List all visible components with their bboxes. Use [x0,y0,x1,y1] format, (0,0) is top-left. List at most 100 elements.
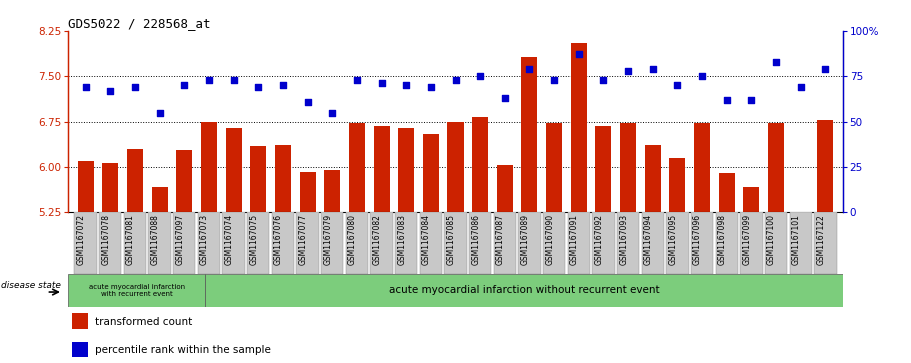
Text: GSM1167087: GSM1167087 [496,214,505,265]
Bar [151,187,168,363]
Text: GSM1167099: GSM1167099 [742,214,752,265]
FancyBboxPatch shape [148,212,170,274]
Bar [201,122,217,363]
Bar [447,122,464,363]
FancyBboxPatch shape [395,212,417,274]
FancyBboxPatch shape [321,212,343,274]
Text: GSM1167076: GSM1167076 [274,214,283,265]
Point [301,99,315,105]
Text: GSM1167092: GSM1167092 [595,214,603,265]
Text: GSM1167090: GSM1167090 [545,214,554,265]
Text: GSM1167080: GSM1167080 [348,214,357,265]
Bar [817,120,834,363]
Text: GSM1167078: GSM1167078 [101,214,110,265]
Point [128,84,142,90]
FancyBboxPatch shape [617,212,640,274]
Point [152,110,167,115]
Point [793,84,808,90]
Text: GSM1167096: GSM1167096 [693,214,702,265]
Point [596,77,610,83]
FancyBboxPatch shape [568,212,590,274]
Point [350,77,364,83]
Text: GSM1167086: GSM1167086 [471,214,480,265]
Point [620,68,635,74]
Text: GSM1167091: GSM1167091 [569,214,578,265]
FancyBboxPatch shape [790,212,812,274]
Bar [571,43,587,363]
Point [424,84,438,90]
Point [103,88,118,94]
Text: GDS5022 / 228568_at: GDS5022 / 228568_at [68,17,210,30]
Bar [546,123,562,363]
Point [201,77,216,83]
Text: GSM1167100: GSM1167100 [767,214,776,265]
Text: GSM1167072: GSM1167072 [77,214,86,265]
FancyBboxPatch shape [641,212,664,274]
Point [646,66,660,72]
Point [818,66,833,72]
FancyBboxPatch shape [716,212,738,274]
Bar [423,134,439,363]
Text: GSM1167082: GSM1167082 [373,214,382,265]
Point [276,82,291,88]
Bar [768,123,784,363]
FancyBboxPatch shape [296,212,319,274]
Text: GSM1167098: GSM1167098 [718,214,727,265]
FancyBboxPatch shape [543,212,565,274]
FancyBboxPatch shape [371,212,393,274]
Bar [251,146,266,363]
Point [226,77,241,83]
Bar [596,126,611,363]
Text: GSM1167094: GSM1167094 [644,214,653,265]
Text: GSM1167083: GSM1167083 [397,214,406,265]
Point [720,97,734,103]
Point [399,82,414,88]
Bar [694,123,710,363]
Bar [645,144,660,363]
Point [325,110,340,115]
Bar [176,150,192,363]
FancyBboxPatch shape [173,212,195,274]
FancyBboxPatch shape [765,212,787,274]
FancyBboxPatch shape [518,212,540,274]
Point [744,97,759,103]
Text: acute myocardial infarction
with recurrent event: acute myocardial infarction with recurre… [88,284,185,297]
Text: GSM1167084: GSM1167084 [422,214,431,265]
Text: GSM1167101: GSM1167101 [792,214,801,265]
Bar [521,57,537,363]
FancyBboxPatch shape [99,212,121,274]
Text: GSM1167088: GSM1167088 [150,214,159,265]
Bar [719,173,735,363]
Bar [324,170,340,363]
FancyBboxPatch shape [198,212,220,274]
Point [473,73,487,79]
Text: GSM1167095: GSM1167095 [669,214,678,265]
FancyBboxPatch shape [247,212,270,274]
FancyBboxPatch shape [666,212,689,274]
Text: disease state: disease state [2,281,61,290]
Point [695,73,710,79]
FancyBboxPatch shape [222,212,245,274]
FancyBboxPatch shape [124,212,146,274]
Text: GSM1167074: GSM1167074 [224,214,233,265]
Point [78,84,93,90]
FancyBboxPatch shape [814,212,836,274]
Bar [496,164,513,363]
Bar [127,149,143,363]
Text: GSM1167122: GSM1167122 [816,214,825,265]
Point [670,82,685,88]
Bar [349,123,365,363]
FancyBboxPatch shape [741,212,763,274]
Bar [300,172,315,363]
FancyBboxPatch shape [75,212,97,274]
Bar [620,123,636,363]
FancyBboxPatch shape [346,212,368,274]
Bar [374,126,390,363]
Bar [226,128,241,363]
Bar [72,314,87,329]
Text: acute myocardial infarction without recurrent event: acute myocardial infarction without recu… [389,285,660,295]
Bar [743,187,760,363]
Point [448,77,463,83]
FancyBboxPatch shape [420,212,442,274]
Text: GSM1167089: GSM1167089 [520,214,529,265]
